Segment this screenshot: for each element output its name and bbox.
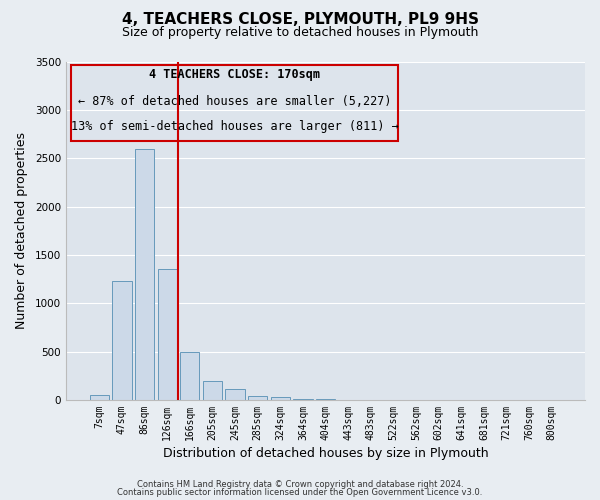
Text: Size of property relative to detached houses in Plymouth: Size of property relative to detached ho… xyxy=(122,26,478,39)
Bar xyxy=(271,397,290,400)
Text: 4, TEACHERS CLOSE, PLYMOUTH, PL9 9HS: 4, TEACHERS CLOSE, PLYMOUTH, PL9 9HS xyxy=(121,12,479,28)
Bar xyxy=(89,395,109,400)
X-axis label: Distribution of detached houses by size in Plymouth: Distribution of detached houses by size … xyxy=(163,447,488,460)
Bar xyxy=(226,390,245,400)
Text: Contains public sector information licensed under the Open Government Licence v3: Contains public sector information licen… xyxy=(118,488,482,497)
Text: 13% of semi-detached houses are larger (811) →: 13% of semi-detached houses are larger (… xyxy=(71,120,398,132)
Bar xyxy=(293,399,313,400)
Text: Contains HM Land Registry data © Crown copyright and database right 2024.: Contains HM Land Registry data © Crown c… xyxy=(137,480,463,489)
Bar xyxy=(112,281,131,400)
Bar xyxy=(135,150,154,400)
Y-axis label: Number of detached properties: Number of detached properties xyxy=(15,132,28,329)
Text: 4 TEACHERS CLOSE: 170sqm: 4 TEACHERS CLOSE: 170sqm xyxy=(149,68,320,82)
Text: ← 87% of detached houses are smaller (5,227): ← 87% of detached houses are smaller (5,… xyxy=(78,96,391,108)
Bar xyxy=(158,269,177,400)
Bar xyxy=(248,396,267,400)
Bar xyxy=(180,352,199,400)
Bar xyxy=(203,380,222,400)
